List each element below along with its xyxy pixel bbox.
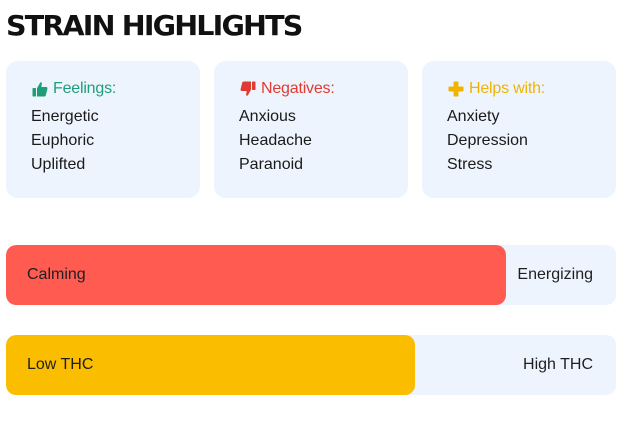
- list-item: Anxiety: [447, 108, 500, 125]
- list-item: Headache: [239, 132, 312, 149]
- negatives-card: Negatives: Anxious Headache Paranoid: [214, 61, 408, 198]
- feelings-list: Energetic Euphoric Uplifted: [31, 105, 200, 177]
- high-thc-label: High THC: [523, 356, 593, 373]
- low-thc-label: Low THC: [27, 356, 94, 373]
- list-item: Stress: [447, 156, 493, 173]
- calming-energizing-fill: [6, 245, 507, 305]
- helps-with-card: Helps with: Anxiety Depression Stress: [422, 61, 616, 198]
- calming-energizing-scale: Calming Energizing: [6, 245, 616, 305]
- page-title: STRAIN HIGHLIGHTS: [6, 9, 303, 42]
- feelings-header: Feelings:: [31, 79, 200, 99]
- list-item: Energetic: [31, 108, 99, 125]
- thumbs-down-icon: [239, 81, 256, 98]
- negatives-header: Negatives:: [239, 79, 408, 99]
- plus-icon: [447, 81, 464, 98]
- list-item: Depression: [447, 132, 528, 149]
- helps-with-list: Anxiety Depression Stress: [447, 105, 616, 177]
- list-item: Anxious: [239, 108, 296, 125]
- thc-fill: [6, 335, 415, 395]
- feelings-label: Feelings:: [53, 80, 117, 97]
- thumbs-up-icon: [31, 81, 48, 98]
- helps-with-header: Helps with:: [447, 79, 616, 99]
- thc-scale: Low THC High THC: [6, 335, 616, 395]
- feelings-card: Feelings: Energetic Euphoric Uplifted: [6, 61, 200, 198]
- energizing-label: Energizing: [517, 266, 593, 283]
- negatives-list: Anxious Headache Paranoid: [239, 105, 408, 177]
- list-item: Uplifted: [31, 156, 86, 173]
- helps-with-label: Helps with:: [469, 80, 546, 97]
- calming-label: Calming: [27, 266, 86, 283]
- list-item: Euphoric: [31, 132, 95, 149]
- list-item: Paranoid: [239, 156, 304, 173]
- negatives-label: Negatives:: [261, 80, 335, 97]
